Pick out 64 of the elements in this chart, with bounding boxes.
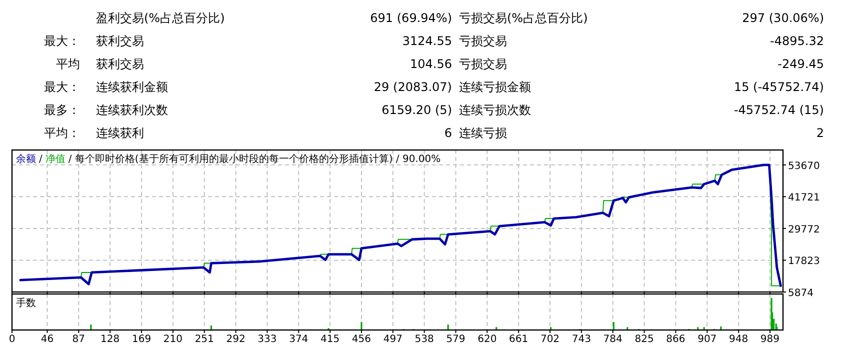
- x-tick-label: 948: [729, 334, 748, 345]
- x-tick-label: 292: [226, 334, 246, 345]
- text: -45752.74 (15): [734, 103, 824, 117]
- text: -249.45: [778, 57, 824, 71]
- y-tick-label: 5874: [788, 288, 814, 299]
- x-tick-label: 46: [40, 334, 54, 345]
- chart-title: 手数: [16, 297, 36, 309]
- text: 连续获利金额: [96, 80, 168, 94]
- text: 297 (30.06%): [742, 11, 824, 25]
- text: 691 (69.94%): [370, 11, 452, 25]
- text: 余额: [16, 153, 36, 165]
- x-tick-label: 620: [478, 334, 497, 345]
- text: 亏损交易(%占总百分比): [459, 11, 588, 25]
- text: 29 (2083.07): [374, 80, 452, 94]
- x-tick-label: 0: [8, 334, 16, 345]
- annotation: /: [39, 154, 43, 165]
- x-tick-label: 210: [163, 334, 182, 345]
- x-tick-label: 661: [509, 334, 528, 345]
- x-tick-label: 87: [72, 334, 86, 345]
- text: 平均: [56, 57, 80, 71]
- x-tick-label: 169: [132, 334, 152, 345]
- text: 6159.20 (5): [382, 103, 452, 117]
- text: 连续亏损: [459, 126, 507, 140]
- text: 连续获利: [96, 126, 144, 140]
- text: 连续亏损次数: [459, 103, 531, 117]
- text: 最大：: [44, 80, 80, 94]
- text: 亏损交易: [459, 34, 507, 48]
- x-tick-label: 538: [414, 334, 434, 345]
- text: 最多：: [44, 103, 80, 117]
- x-tick-label: 702: [540, 334, 560, 345]
- x-tick-label: 456: [352, 334, 372, 345]
- text: 平均：: [44, 126, 80, 140]
- x-tick-label: 907: [698, 334, 717, 345]
- text: 获利交易: [96, 57, 144, 71]
- x-tick-label: 251: [194, 334, 214, 345]
- text: 亏损交易: [459, 57, 507, 71]
- text: 3124.55: [402, 34, 452, 48]
- x-tick-label: 497: [383, 334, 402, 345]
- text: 2: [816, 126, 824, 140]
- y-tick-label: 41721: [788, 192, 820, 204]
- text: 15 (-45752.74): [734, 80, 824, 94]
- x-tick-label: 866: [666, 334, 686, 345]
- y-tick-label: 29772: [788, 224, 820, 236]
- x-tick-label: 989: [760, 334, 780, 345]
- x-tick-label: 415: [320, 334, 340, 345]
- text: 连续获利次数: [96, 103, 168, 117]
- text: 净值: [45, 153, 66, 165]
- x-tick-label: 743: [572, 334, 591, 345]
- x-tick-label: 825: [634, 334, 654, 345]
- x-tick-label: 128: [100, 334, 120, 345]
- text: 104.56: [410, 57, 452, 71]
- y-tick-label: 17823: [788, 256, 820, 268]
- text: 最大：: [44, 34, 80, 48]
- text: 连续亏损金额: [459, 80, 531, 94]
- x-tick-label: 784: [603, 334, 622, 345]
- text: 盈利交易(%占总百分比): [96, 11, 225, 25]
- x-tick-label: 579: [446, 334, 466, 345]
- text: 获利交易: [96, 34, 144, 48]
- chart-title: / 每个即时价格(基于所有可利用的最小时段的每一个价格的分形插值计算) / 90.00%: [68, 153, 441, 165]
- text: 6: [444, 126, 452, 140]
- x-tick-label: 333: [258, 334, 277, 345]
- x-tick-label: 374: [289, 334, 308, 345]
- y-tick-label: 53670: [788, 160, 820, 172]
- text: -4895.32: [770, 34, 824, 48]
